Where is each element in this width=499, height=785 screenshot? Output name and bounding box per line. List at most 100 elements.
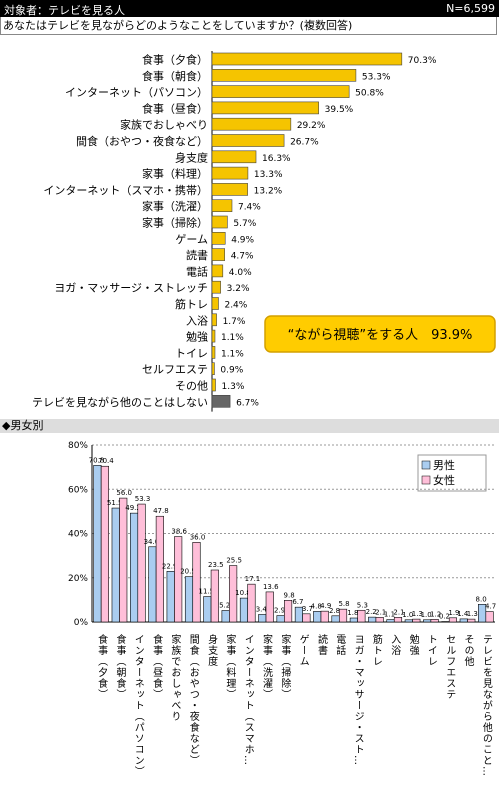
data-label: 5.7% (233, 219, 256, 229)
data-label: 13.3% (254, 170, 283, 180)
callout-box (264, 315, 496, 353)
x-tick-label: 間食（おやつ・夜食など） (187, 634, 199, 766)
category-label: その他 (175, 380, 208, 393)
bar (211, 117, 292, 131)
bar (211, 297, 219, 310)
data-label: 13.2% (254, 186, 283, 196)
bar (211, 150, 257, 164)
bar-male (184, 576, 194, 623)
data-label: 1.1% (221, 349, 244, 359)
data-label-female: 1.2 (430, 610, 441, 618)
bar (211, 52, 403, 66)
bar-female (357, 609, 366, 623)
bar (211, 313, 217, 327)
data-label: 6.7% (236, 398, 259, 408)
bar-male (129, 512, 139, 623)
bar (211, 134, 285, 147)
x-tick-label: セルフエステ (444, 634, 456, 700)
bar-male (276, 615, 285, 623)
bar (211, 394, 231, 408)
gender-bar-chart: 男性 女性 0% 20% 40% 60% 80%70.870.4 食事（夕食） 51.5 56… (68, 441, 496, 777)
bar (211, 101, 319, 115)
bar-female (375, 617, 384, 623)
bar-male (313, 611, 322, 623)
bar-male (386, 619, 395, 623)
data-label-male: 1.0 (402, 611, 413, 619)
bar (211, 264, 224, 278)
category-label: 家事（掃除） (142, 216, 208, 230)
data-label-male: 1.1 (384, 611, 395, 619)
data-label: 1.1% (221, 333, 244, 343)
x-tick-label: インターネット（パソコン） (132, 634, 144, 777)
bar (211, 199, 233, 212)
bar-female (302, 613, 311, 623)
data-label-female: 53.3 (135, 495, 151, 503)
bar (211, 346, 216, 359)
bar-female (284, 600, 293, 623)
data-label-male: 0.2 (439, 613, 450, 621)
data-label-male: 20.5 (180, 568, 196, 576)
data-label-male: 3.4 (256, 605, 268, 613)
y-tick-label: 80% (68, 441, 88, 451)
x-tick-label: 読書 (315, 633, 327, 656)
data-label-male: 1.8 (347, 609, 358, 617)
category-label: セルフエステ (142, 363, 208, 376)
bar-female (338, 608, 348, 623)
x-tick-label: 身支度 (206, 633, 218, 667)
data-label: 16.3% (262, 154, 291, 164)
data-label: 2.4% (224, 301, 247, 311)
data-label-female: 3.7 (302, 605, 313, 613)
bar (211, 362, 215, 376)
section-gender-title: ◆男女別 (0, 419, 499, 433)
data-label-male: 5.2 (219, 601, 230, 609)
bar (211, 329, 216, 343)
x-tick-label: 家族でおしゃべり (169, 633, 181, 722)
data-label-male: 22.9 (162, 562, 178, 570)
data-label-male: 2.8 (329, 607, 340, 615)
x-tick-label: 家事（料理） (224, 633, 236, 700)
category-label: 間食（おやつ・夜食など） (76, 134, 208, 148)
sample-size: N=6,599 (446, 2, 495, 15)
data-label: 4.0% (229, 268, 252, 278)
data-label: 3.2% (227, 284, 250, 294)
data-label: 70.3% (408, 56, 437, 66)
category-label: 身支度 (175, 150, 208, 164)
legend-male-swatch (421, 460, 431, 470)
bar-male (111, 507, 120, 623)
data-label-female: 1.3 (412, 610, 423, 618)
legend-male-label: 男性 (433, 458, 455, 472)
data-label-female: 2.1 (375, 608, 386, 616)
bar (211, 215, 228, 229)
category-label: 家族でおしゃべり (120, 118, 208, 132)
data-label-male: 70.8 (89, 456, 105, 464)
bar (211, 183, 248, 196)
data-label-male: 34.0 (144, 538, 160, 546)
data-label: 50.8% (355, 89, 384, 99)
bar-female (100, 465, 109, 623)
data-label-female: 1.3 (467, 610, 478, 618)
question-text: あなたはテレビを見ながらどのようなことをしていますか？(複数回答) (0, 17, 497, 35)
category-label: ヨガ・マッサージ・ストレッチ (54, 282, 208, 295)
bar-female (448, 617, 458, 623)
data-label: 39.5% (325, 105, 354, 115)
data-label-male: 2.2 (366, 608, 377, 616)
bar (211, 248, 225, 261)
data-label-female: 36.0 (190, 533, 206, 541)
y-tick-label: 40% (68, 530, 88, 540)
bar-female (155, 515, 164, 623)
data-label: 4.9% (231, 235, 254, 245)
data-label-female: 4.9 (320, 602, 331, 610)
bar-male (258, 614, 267, 623)
data-label-female: 2.1 (393, 608, 404, 616)
category-label: 入浴 (186, 314, 208, 327)
data-label-female: 5.8 (338, 600, 349, 608)
bar (211, 68, 357, 82)
category-label: 読書 (186, 248, 208, 262)
data-label-female: 25.5 (226, 557, 242, 565)
data-label: 53.3% (362, 72, 391, 82)
data-label-female: 17.1 (245, 575, 261, 583)
data-label-male: 11.5 (199, 588, 215, 596)
category-label: 家事（洗濯） (142, 199, 208, 213)
data-label: 1.7% (223, 317, 246, 327)
bar-male (368, 616, 377, 623)
